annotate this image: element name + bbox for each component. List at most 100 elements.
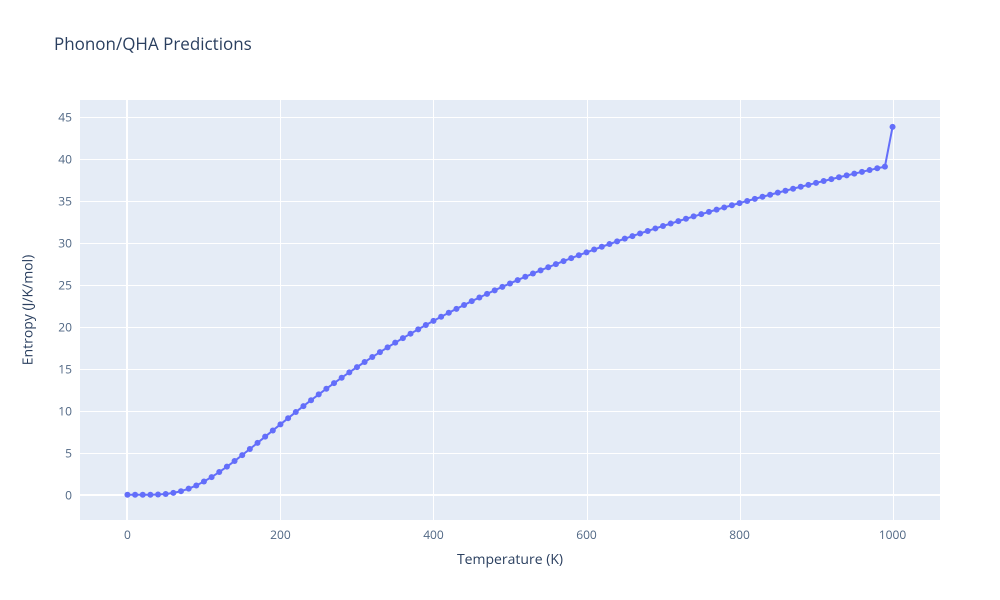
y-tick-label: 10 [58, 402, 72, 419]
series-marker [652, 225, 658, 231]
series-marker [737, 200, 743, 206]
series-marker [331, 380, 337, 386]
series-marker [545, 264, 551, 270]
series-marker [209, 474, 215, 480]
series-marker [293, 409, 299, 415]
series-marker [591, 247, 597, 253]
series-marker [201, 479, 207, 485]
series-marker [782, 188, 788, 194]
series-marker [614, 238, 620, 244]
series-marker [232, 458, 238, 464]
y-tick-label: 5 [65, 444, 72, 461]
series-marker [561, 258, 567, 264]
y-tick-label: 0 [65, 486, 72, 503]
series-marker [844, 172, 850, 178]
series-marker [132, 492, 138, 498]
series-marker [568, 255, 574, 261]
series-marker [828, 176, 834, 182]
series-marker [285, 415, 291, 421]
series-marker [124, 492, 130, 498]
series-marker [216, 469, 222, 475]
series-marker [874, 165, 880, 171]
series-marker [805, 182, 811, 188]
series-marker [798, 184, 804, 190]
series-marker [759, 194, 765, 200]
series-marker [170, 490, 176, 496]
series-marker [430, 318, 436, 324]
series-marker [698, 211, 704, 217]
series-marker [790, 186, 796, 192]
series-marker [255, 440, 261, 446]
series-marker [400, 335, 406, 341]
series-marker [438, 314, 444, 320]
series-trace [80, 100, 940, 520]
plot-area [80, 100, 940, 520]
x-axis-label: Temperature (K) [457, 550, 563, 569]
series-marker [415, 326, 421, 332]
x-tick-label: 1000 [879, 526, 906, 543]
series-marker [691, 213, 697, 219]
series-marker [645, 228, 651, 234]
series-marker [721, 204, 727, 210]
series-marker [377, 349, 383, 355]
series-marker [890, 124, 896, 130]
series-marker [851, 171, 857, 177]
series-marker [882, 164, 888, 170]
series-marker [476, 294, 482, 300]
series-marker [775, 190, 781, 196]
series-marker [408, 331, 414, 337]
y-tick-label: 40 [58, 150, 72, 167]
series-marker [140, 492, 146, 498]
series-marker [469, 298, 475, 304]
series-marker [629, 233, 635, 239]
series-marker [446, 310, 452, 316]
series-marker [163, 491, 169, 497]
series-marker [507, 280, 513, 286]
series-marker [515, 277, 521, 283]
y-tick-label: 30 [58, 234, 72, 251]
series-marker [767, 192, 773, 198]
y-tick-label: 25 [58, 276, 72, 293]
series-marker [675, 218, 681, 224]
series-marker [484, 291, 490, 297]
series-marker [706, 209, 712, 215]
y-tick-label: 35 [58, 192, 72, 209]
y-tick-label: 15 [58, 360, 72, 377]
series-marker [714, 207, 720, 213]
series-marker [576, 252, 582, 258]
series-marker [270, 427, 276, 433]
y-tick-label: 20 [58, 318, 72, 335]
series-marker [729, 202, 735, 208]
series-marker [492, 287, 498, 293]
series-marker [316, 391, 322, 397]
series-marker [461, 302, 467, 308]
series-marker [423, 322, 429, 328]
x-tick-label: 800 [729, 526, 750, 543]
chart-title: Phonon/QHA Predictions [54, 32, 252, 55]
series-marker [622, 236, 628, 242]
series-marker [499, 284, 505, 290]
series-marker [346, 369, 352, 375]
series-marker [606, 241, 612, 247]
series-marker [239, 452, 245, 458]
series-marker [668, 221, 674, 227]
series-marker [553, 261, 559, 267]
series-marker [385, 344, 391, 350]
series-marker [859, 169, 865, 175]
series-marker [522, 274, 528, 280]
series-marker [530, 271, 536, 277]
series-marker [744, 198, 750, 204]
series-marker [637, 230, 643, 236]
series-marker [247, 446, 253, 452]
series-marker [178, 488, 184, 494]
x-tick-label: 600 [576, 526, 597, 543]
series-marker [813, 180, 819, 186]
series-marker [277, 421, 283, 427]
series-marker [453, 306, 459, 312]
series-marker [308, 397, 314, 403]
chart-container: Phonon/QHA Predictions Temperature (K) E… [0, 0, 1000, 600]
series-marker [660, 223, 666, 229]
x-tick-label: 200 [270, 526, 291, 543]
series-marker [362, 359, 368, 365]
series-marker [821, 178, 827, 184]
